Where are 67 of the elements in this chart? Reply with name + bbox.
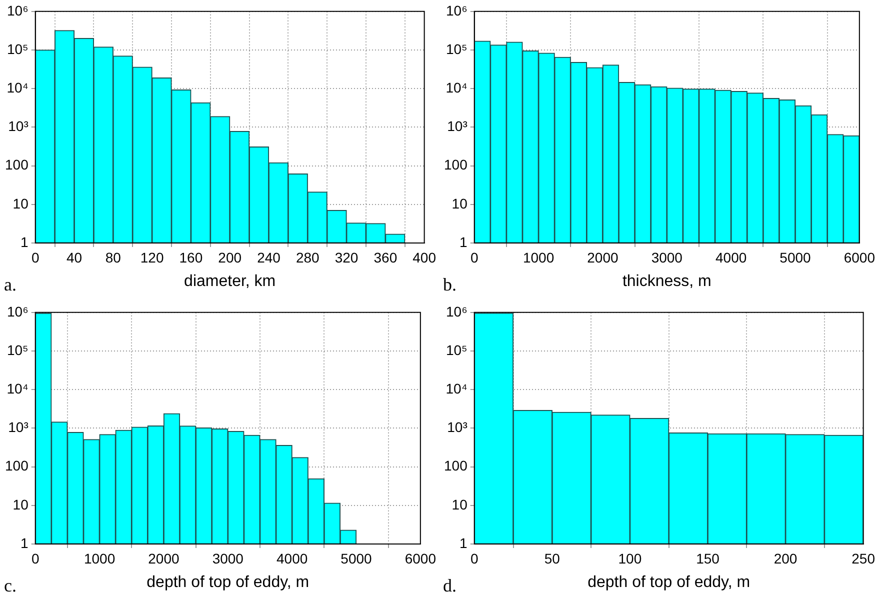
x-tick-label: 6000	[404, 550, 436, 566]
x-tick-label: 4000	[715, 249, 747, 266]
y-tick-label: 100	[444, 156, 468, 173]
x-tick-label: 3000	[212, 550, 244, 566]
y-tick-label: 100	[444, 458, 468, 474]
y-tick-label: 10⁴	[446, 380, 468, 396]
y-tick-label: 10⁶	[446, 2, 468, 18]
text: b.	[443, 274, 456, 295]
y-tick-label: 1	[460, 234, 468, 250]
x-tick-label: 2000	[587, 249, 618, 266]
x-axis-title: depth of top of eddy, m	[588, 574, 750, 591]
x-tick-label: 0	[31, 249, 40, 266]
y-tick-label: 10	[12, 195, 29, 212]
x-tick-label: 5000	[780, 249, 812, 266]
x-tick-label: 0	[470, 550, 478, 566]
y-tick-label: 10	[12, 496, 29, 512]
y-tick-label: 10³	[8, 118, 29, 134]
y-tick-label: 1	[20, 534, 29, 551]
y-tick-label: 10⁶	[446, 303, 468, 320]
text: a.	[4, 274, 16, 295]
x-axis-title: diameter, km	[184, 272, 276, 290]
x-tick-label: 200	[218, 249, 242, 266]
x-tick-label: 50	[544, 550, 560, 566]
y-tick-label: 10⁴	[6, 79, 28, 96]
y-tick-label: 1	[460, 534, 468, 551]
x-tick-label: 250	[852, 550, 876, 566]
y-tick-label: 10⁴	[6, 380, 28, 396]
x-tick-label: 280	[296, 249, 320, 266]
x-tick-label: 160	[179, 249, 203, 266]
x-tick-label: 40	[66, 249, 82, 266]
x-tick-label: 5000	[340, 550, 372, 566]
text: d.	[443, 576, 456, 596]
x-axis-title: depth of top of eddy, m	[146, 574, 310, 591]
x-tick-label: 150	[696, 550, 720, 566]
x-tick-label: 1000	[84, 550, 116, 566]
y-tick-label: 100	[5, 458, 29, 474]
x-tick-label: 100	[618, 550, 642, 566]
x-tick-label: 400	[412, 249, 436, 266]
x-tick-label: 200	[774, 550, 798, 566]
y-tick-label: 10⁵	[446, 342, 468, 358]
y-tick-label: 10³	[447, 419, 468, 436]
x-tick-label: 6000	[844, 249, 876, 266]
x-tick-label: 2000	[148, 550, 180, 566]
x-tick-label: 320	[334, 249, 358, 266]
x-tick-label: 80	[105, 249, 122, 266]
x-tick-label: 120	[140, 249, 164, 266]
x-tick-label: 240	[257, 249, 281, 266]
y-tick-label: 10³	[8, 419, 29, 436]
y-tick-label: 10⁵	[6, 40, 28, 57]
y-tick-label: 10	[452, 496, 468, 512]
y-tick-label: 10⁵	[6, 342, 28, 358]
y-tick-label: 10⁶	[7, 2, 28, 18]
x-tick-label: 0	[31, 550, 40, 566]
y-tick-label: 100	[5, 156, 29, 173]
y-tick-label: 10	[452, 195, 468, 212]
x-tick-label: 3000	[651, 249, 683, 266]
y-tick-label: 10⁴	[446, 79, 468, 96]
x-tick-label: 1000	[522, 249, 554, 266]
y-tick-label: 1	[20, 234, 29, 250]
x-tick-label: 4000	[276, 550, 308, 566]
y-tick-label: 10⁵	[446, 40, 468, 57]
y-tick-label: 10⁶	[7, 303, 28, 320]
x-tick-label: 360	[374, 249, 398, 266]
y-tick-label: 10³	[447, 118, 468, 134]
x-tick-label: 0	[470, 249, 478, 266]
text: c.	[4, 576, 16, 596]
x-axis-title: thickness, m	[622, 272, 712, 290]
